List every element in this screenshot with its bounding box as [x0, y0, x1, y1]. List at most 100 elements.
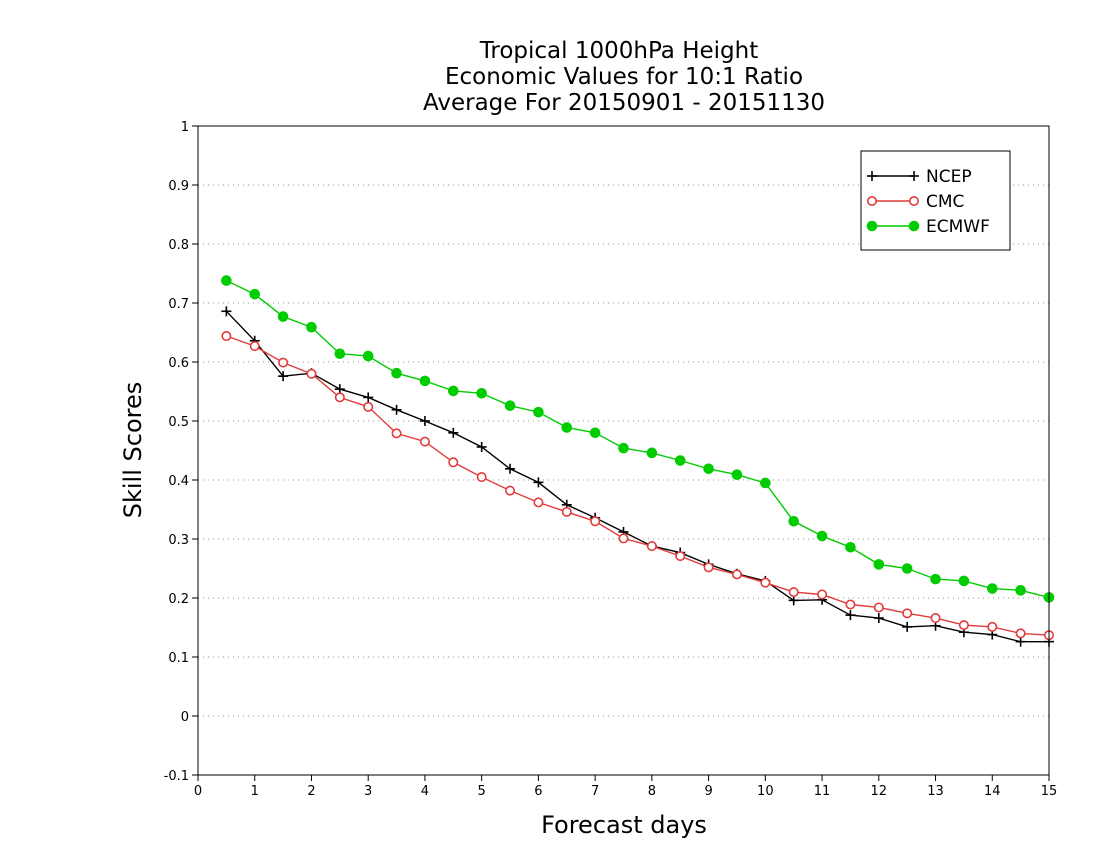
- ecmwf-point: [504, 400, 516, 411]
- ecmwf-point: [901, 563, 913, 574]
- ecmwf-point: [306, 321, 317, 333]
- x-tick-label: 12: [871, 784, 888, 799]
- ncep-point: [391, 404, 402, 415]
- cmc-point: [505, 485, 516, 496]
- y-tick-label: 0.3: [168, 533, 189, 548]
- legend-marker-start: [867, 171, 877, 181]
- y-tick-label: 0.7: [168, 297, 189, 312]
- legend-marker-end: [908, 220, 920, 232]
- ncep-point: [533, 477, 544, 488]
- cmc-point: [419, 436, 430, 447]
- y-tick-label: 0.6: [168, 356, 189, 371]
- x-tick-label: 11: [814, 784, 831, 799]
- cmc-point: [731, 569, 742, 580]
- legend-label: CMC: [926, 192, 964, 212]
- ncep-point: [448, 427, 459, 438]
- series-lines: [221, 275, 1055, 647]
- ecmwf-point: [930, 573, 941, 585]
- y-axis-label: Skill Scores: [119, 382, 147, 519]
- ecmwf-point: [731, 469, 743, 480]
- ecmwf-point: [646, 447, 658, 459]
- ecmwf-point: [873, 559, 885, 570]
- y-tick-label: 1: [181, 120, 189, 135]
- series-cmc: [221, 331, 1055, 641]
- ncep-line: [225, 310, 1049, 643]
- cmc-point: [391, 428, 402, 439]
- y-tick-label: 0.4: [168, 474, 189, 489]
- x-tick-label: 2: [307, 784, 315, 799]
- legend-item-ncep: NCEP: [867, 167, 972, 187]
- legend-item-ecmwf: ECMWF: [866, 217, 990, 237]
- x-tick-label: 5: [478, 784, 486, 799]
- x-tick-label: 15: [1041, 784, 1058, 799]
- series-ncep: [221, 306, 1054, 647]
- cmc-point: [221, 331, 232, 342]
- x-tick-label: 7: [591, 784, 599, 799]
- legend-marker-end: [909, 171, 919, 181]
- cmc-point: [249, 341, 260, 352]
- cmc-point: [448, 457, 459, 468]
- ecmwf-point: [703, 463, 714, 475]
- x-tick-label: 9: [704, 784, 712, 799]
- cmc-point: [987, 621, 998, 632]
- x-tick-label: 13: [927, 784, 944, 799]
- x-tick-label: 0: [194, 784, 202, 799]
- cmc-point: [590, 516, 601, 527]
- ncep-point: [278, 371, 289, 382]
- ecmwf-point: [391, 367, 402, 379]
- ecmwf-point: [334, 348, 346, 360]
- ecmwf-point: [448, 385, 459, 397]
- y-tick-label: 0.8: [168, 238, 189, 253]
- ecmwf-point: [958, 575, 970, 587]
- ecmwf-point: [589, 427, 601, 439]
- cmc-point: [646, 541, 657, 552]
- legend: NCEP CMC ECMWF: [860, 150, 1011, 251]
- ecmwf-point: [618, 442, 629, 454]
- ncep-point: [902, 621, 913, 632]
- x-tick-label: 1: [251, 784, 259, 799]
- ecmwf-point: [760, 477, 771, 489]
- x-tick-label: 14: [984, 784, 1001, 799]
- legend-item-cmc: CMC: [866, 192, 964, 212]
- cmc-point: [1015, 628, 1026, 639]
- x-tick-label: 4: [421, 784, 429, 799]
- legend-marker-end: [908, 196, 919, 207]
- cmc-point: [817, 589, 828, 600]
- y-tick-label: 0.9: [168, 179, 189, 194]
- ecmwf-point: [674, 455, 686, 466]
- cmc-point: [902, 608, 913, 619]
- ncep-point: [476, 441, 487, 452]
- legend-marker-start: [866, 196, 877, 207]
- cmc-point: [618, 533, 629, 544]
- legend-marker-start: [866, 220, 878, 232]
- ncep-point: [505, 463, 516, 474]
- ecmwf-point: [476, 387, 487, 399]
- ncep-point: [221, 306, 232, 317]
- legend-label: ECMWF: [926, 217, 990, 237]
- y-tick-label: -0.1: [164, 769, 189, 784]
- chart-title-line-3: Average For 20150901 - 20151130: [423, 90, 825, 116]
- chart-title-line-2: Economic Values for 10:1 Ratio: [445, 64, 803, 90]
- cmc-point: [306, 368, 317, 379]
- x-tick-label: 8: [648, 784, 656, 799]
- cmc-point: [476, 472, 487, 483]
- y-tick-label: 0: [181, 710, 189, 725]
- ecmwf-point: [419, 375, 431, 387]
- cmc-point: [760, 577, 771, 588]
- cmc-point: [958, 620, 969, 631]
- ecmwf-point: [249, 288, 261, 300]
- cmc-point: [334, 392, 345, 403]
- x-tick-label: 10: [757, 784, 774, 799]
- legend-label: NCEP: [926, 167, 972, 187]
- cmc-point: [363, 401, 374, 412]
- ecmwf-point: [221, 275, 232, 286]
- y-tick-label: 0.5: [168, 415, 189, 430]
- y-tick-label: 0.1: [168, 651, 189, 666]
- x-tick-label: 3: [364, 784, 372, 799]
- cmc-point: [561, 506, 572, 517]
- ecmwf-point: [362, 350, 374, 362]
- cmc-line: [226, 335, 1050, 636]
- ecmwf-point: [845, 541, 856, 553]
- series-ecmwf: [221, 275, 1055, 603]
